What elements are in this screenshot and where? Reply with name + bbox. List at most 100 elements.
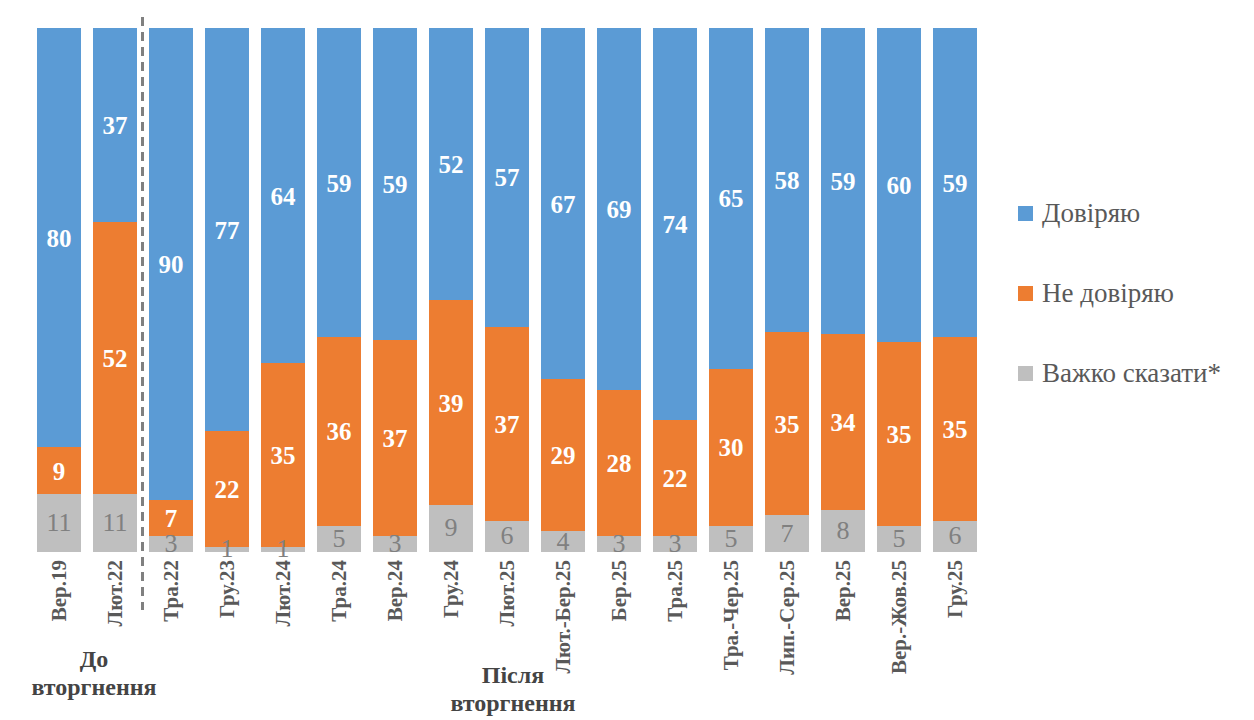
segment-value-label: 3: [165, 531, 178, 557]
legend-item-trust: Довіряю: [1018, 198, 1221, 228]
bar-segment-hard-to-say: 8: [821, 510, 865, 552]
bar-column: 37 52 11: [93, 28, 137, 552]
segment-value-label: 52: [439, 152, 464, 177]
segment-value-label: 34: [831, 410, 856, 435]
bar-column: 69283: [597, 28, 641, 552]
segment-value-label: 3: [389, 531, 402, 557]
bar-segment-trust: 59: [317, 28, 361, 337]
segment-value-label: 6: [949, 523, 962, 549]
bar-segment-trust: 90: [149, 28, 193, 500]
segment-value-label: 59: [831, 169, 856, 194]
x-axis-label: Лют.24: [255, 558, 311, 713]
bar-column: 59 34 8: [821, 28, 865, 552]
annotation-line: До: [9, 645, 179, 673]
bar-segment-no-trust: 36: [317, 337, 361, 526]
legend-color-swatch-icon: [1018, 366, 1033, 381]
segment-value-label: 37: [495, 411, 520, 436]
segment-value-label: 57: [495, 165, 520, 190]
segment-value-label: 1: [221, 536, 234, 562]
legend-color-swatch-icon: [1018, 286, 1033, 301]
segment-value-label: 59: [943, 170, 968, 195]
bar-segment-hard-to-say: 1: [261, 547, 305, 552]
segment-value-label: 22: [663, 465, 688, 490]
segment-value-label: 22: [215, 477, 240, 502]
segment-value-label: 35: [943, 416, 968, 441]
x-axis-label: Бер.25: [591, 558, 647, 713]
x-axis-label: Лип.-Сер.25: [759, 558, 815, 713]
segment-value-label: 52: [103, 346, 128, 371]
bar-column: 90 7 3: [149, 28, 193, 552]
bar-segment-hard-to-say: 4: [541, 531, 585, 552]
x-axis-label: Тра.25: [647, 558, 703, 713]
bar-segment-hard-to-say: 3: [149, 536, 193, 552]
bar-segment-no-trust: 9: [37, 447, 81, 494]
legend-label: Важко сказати*: [1042, 360, 1221, 387]
bar-segment-trust: 67: [541, 28, 585, 379]
segment-value-label: 11: [46, 510, 71, 536]
bar-segment-no-trust: 34: [821, 334, 865, 510]
annotation-after-invasion: Після вторгнення: [428, 661, 598, 717]
bar-column: 59365: [317, 28, 361, 552]
bar-column: 59373: [373, 28, 417, 552]
segment-value-label: 3: [669, 531, 682, 557]
bar-segment-trust: 57: [485, 28, 529, 327]
bar-column: 60355: [877, 28, 921, 552]
segment-value-label: 35: [887, 422, 912, 447]
bar-segment-no-trust: 28: [597, 390, 641, 537]
annotation-line: вторгнення: [428, 689, 598, 717]
bar-segment-no-trust: 35: [933, 337, 977, 520]
bar-segment-trust: 37: [93, 28, 137, 222]
invasion-divider-dashed-line: [141, 17, 144, 610]
segment-value-label: 3: [613, 531, 626, 557]
segment-value-label: 29: [551, 443, 576, 468]
x-axis-label: Вер.-Жов.25: [871, 558, 927, 713]
segment-value-label: 7: [781, 521, 794, 547]
segment-value-label: 30: [719, 435, 744, 460]
bar-column: 52 39 9: [429, 28, 473, 552]
legend-color-swatch-icon: [1018, 206, 1033, 221]
segment-value-label: 11: [102, 510, 127, 536]
segment-value-label: 35: [271, 443, 296, 468]
bar-segment-no-trust: 29: [541, 379, 585, 531]
bar-segment-trust: 65: [709, 28, 753, 369]
segment-value-label: 69: [607, 196, 632, 221]
x-axis-label: Тра.24: [311, 558, 367, 713]
bar-segment-no-trust: 30: [709, 369, 753, 526]
bar-segment-no-trust: 37: [373, 340, 417, 536]
segment-value-label: 6: [501, 523, 514, 549]
bar-segment-no-trust: 35: [877, 342, 921, 525]
segment-value-label: 64: [271, 183, 296, 208]
segment-value-label: 65: [719, 186, 744, 211]
bar-segment-trust: 59: [933, 28, 977, 337]
segment-value-label: 39: [439, 390, 464, 415]
legend-item-no-trust: Не довіряю: [1018, 278, 1221, 308]
bar-column: 74223: [653, 28, 697, 552]
annotation-line: Після: [428, 661, 598, 689]
segment-value-label: 5: [725, 526, 738, 552]
bar-segment-hard-to-say: 1: [205, 547, 249, 552]
segment-value-label: 58: [775, 167, 800, 192]
segment-value-label: 60: [887, 173, 912, 198]
segment-value-label: 59: [383, 172, 408, 197]
bar-segment-hard-to-say: 7: [765, 515, 809, 552]
bar-segment-hard-to-say: 9: [429, 505, 473, 552]
bar-column: 59 35 6: [933, 28, 977, 552]
segment-value-label: 5: [333, 526, 346, 552]
segment-value-label: 35: [775, 411, 800, 436]
bar-segment-trust: 74: [653, 28, 697, 420]
bar-segment-trust: 59: [821, 28, 865, 334]
legend: Довіряю Не довіряю Важко сказати*: [1018, 198, 1221, 438]
bar-column: 80911: [37, 28, 81, 552]
bar-segment-no-trust: 39: [429, 300, 473, 504]
bar-segment-trust: 59: [373, 28, 417, 340]
bar-segment-hard-to-say: 6: [485, 521, 529, 552]
bar-segment-hard-to-say: 11: [93, 494, 137, 552]
segment-value-label: 9: [445, 515, 458, 541]
segment-value-label: 77: [215, 217, 240, 242]
segment-value-label: 90: [159, 251, 184, 276]
bar-segment-hard-to-say: 5: [709, 526, 753, 552]
segment-value-label: 7: [165, 505, 178, 530]
bar-column: 58 35 7: [765, 28, 809, 552]
bar-segment-no-trust: 52: [93, 222, 137, 494]
bar-segment-no-trust: 35: [261, 363, 305, 546]
